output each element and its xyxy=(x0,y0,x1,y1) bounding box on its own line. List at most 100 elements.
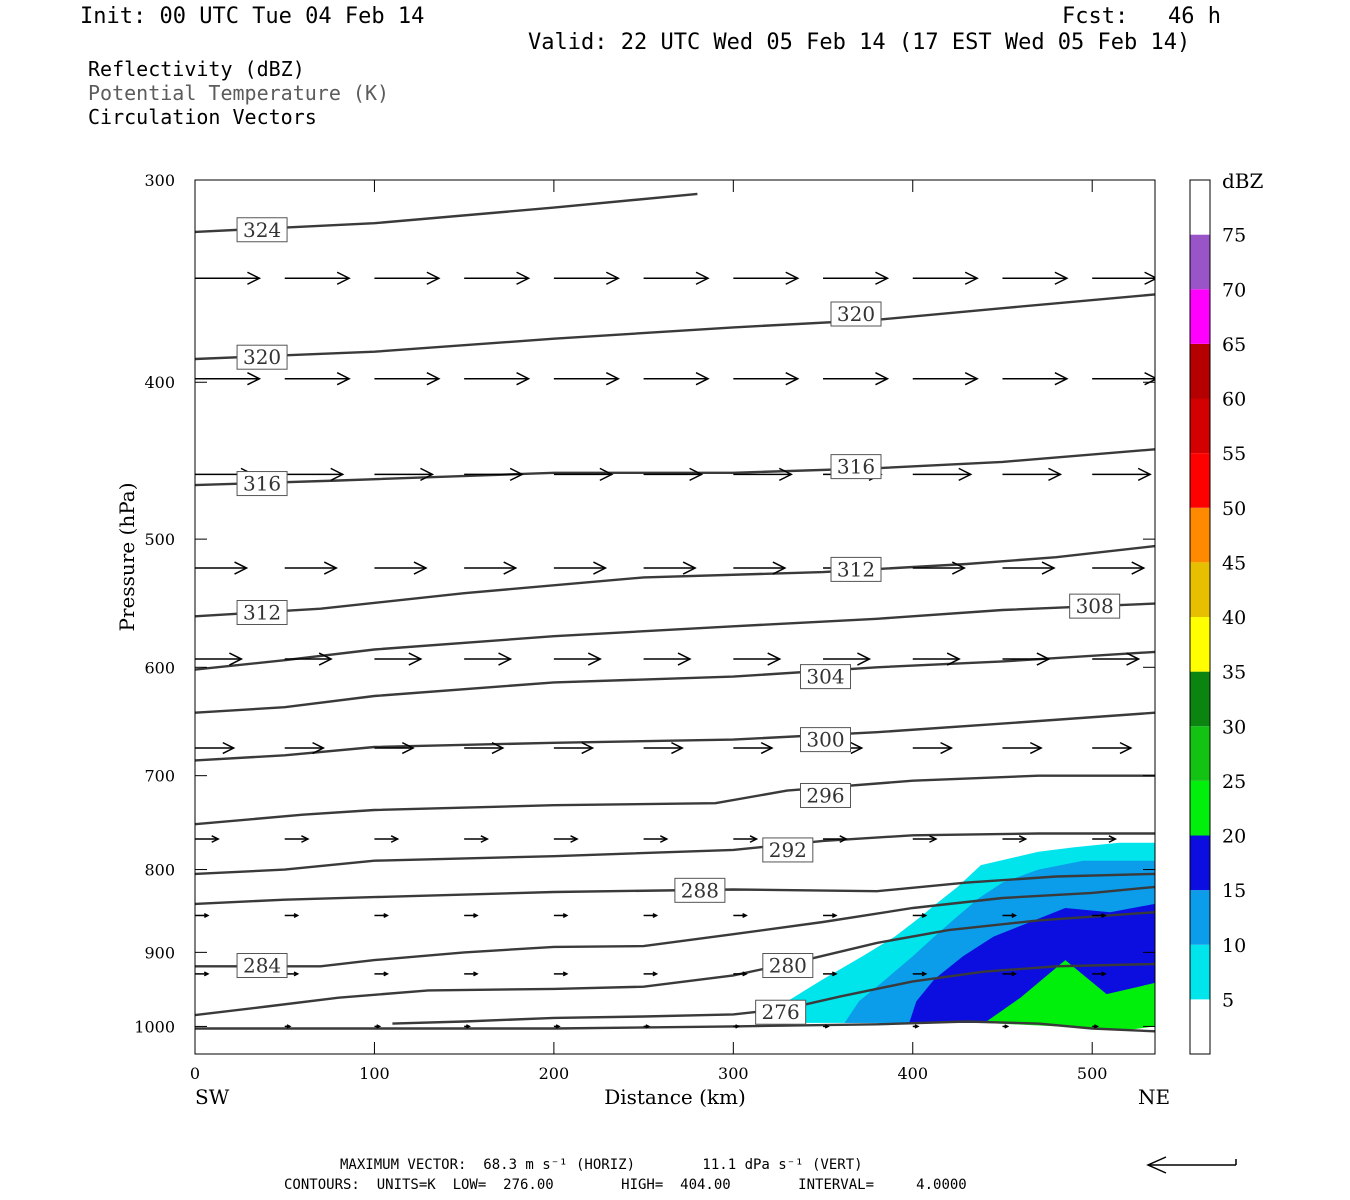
theta-contour-280 xyxy=(195,911,1155,1017)
circulation-vector xyxy=(643,835,669,843)
circulation-vector xyxy=(374,912,390,918)
circulation-vector xyxy=(284,652,333,666)
theta-label-box xyxy=(800,727,852,753)
vector-head xyxy=(875,271,890,285)
circulation-vector xyxy=(912,741,954,755)
vector-head xyxy=(286,1024,292,1029)
vector-head xyxy=(760,741,774,755)
vector-head xyxy=(1137,467,1152,482)
colorbar-segment xyxy=(1190,507,1210,563)
circulation-vector xyxy=(284,372,351,386)
plot-frame xyxy=(194,179,1156,1055)
circulation-vector xyxy=(1092,652,1141,666)
x-tick-label: 300 xyxy=(718,1064,749,1083)
theta-label-box xyxy=(762,953,814,979)
vector-head xyxy=(222,741,236,755)
vector-head xyxy=(336,372,351,386)
circulation-vector xyxy=(912,467,973,482)
vector-head xyxy=(1011,912,1018,918)
circulation-vector xyxy=(912,271,979,285)
colorbar-segment xyxy=(1190,890,1210,945)
theta-label-box xyxy=(830,454,882,480)
vector-head xyxy=(293,912,300,918)
circulation-vector xyxy=(1092,1024,1100,1029)
theta-label-box xyxy=(830,301,882,327)
circulation-vector xyxy=(195,835,220,843)
vector-head xyxy=(570,835,579,843)
theta-label: 320 xyxy=(837,302,875,326)
y-tick-label: 900 xyxy=(144,943,175,962)
circulation-vector xyxy=(195,561,249,575)
circulation-vector xyxy=(284,912,300,918)
vector-head xyxy=(491,741,505,755)
vector-head xyxy=(301,835,310,843)
y-tick-label: 400 xyxy=(144,373,175,392)
theta-label-box xyxy=(674,877,726,903)
circulation-vector xyxy=(1092,372,1155,386)
colorbar-segment xyxy=(1190,398,1210,454)
vector-head xyxy=(742,912,748,918)
circulation-vector xyxy=(284,467,345,482)
max-vector-info: MAXIMUM VECTOR: 68.3 m s⁻¹ (HORIZ) 11.1 … xyxy=(340,1157,863,1173)
colorbar-title: dBZ xyxy=(1222,169,1264,193)
colorbar-segment xyxy=(1190,726,1210,781)
circulation-vector xyxy=(1002,467,1063,482)
theta-label: 324 xyxy=(243,218,281,242)
theta-label: 312 xyxy=(837,557,875,581)
x-axis-label: Distance (km) xyxy=(604,1085,746,1109)
circulation-vector xyxy=(1092,271,1155,285)
circulation-vector xyxy=(374,467,435,482)
circulation-vector xyxy=(823,372,890,386)
theta-contour-284 xyxy=(195,885,1155,968)
vector-head xyxy=(1036,652,1051,666)
vector-head xyxy=(420,467,435,482)
circulation-vector xyxy=(823,912,838,918)
vector-head xyxy=(749,835,759,843)
init-time: Init: 00 UTC Tue 04 Feb 14 xyxy=(80,4,425,29)
vector-head xyxy=(605,271,620,285)
vector-head xyxy=(312,741,326,755)
vector-head xyxy=(562,912,569,918)
circulation-vector xyxy=(1092,971,1107,977)
vector-head xyxy=(1029,741,1043,755)
circulation-vector xyxy=(553,467,614,482)
circulation-vector xyxy=(1002,1024,1010,1029)
theta-contour-300 xyxy=(195,711,1155,762)
theta-label-box xyxy=(800,782,852,808)
field-theta-label: Potential Temperature (K) xyxy=(88,81,390,105)
vector-head xyxy=(509,467,524,482)
circulation-vector xyxy=(553,561,608,575)
vector-head xyxy=(921,912,928,918)
theta-label: 284 xyxy=(243,954,281,978)
x-tick-label: 500 xyxy=(1077,1064,1108,1083)
colorbar-segment xyxy=(1190,999,1210,1054)
vector-head xyxy=(401,741,415,755)
field-vectors-label: Circulation Vectors xyxy=(88,105,317,129)
x-tick-label: 100 xyxy=(359,1064,390,1083)
vector-head xyxy=(587,652,602,666)
vector-head xyxy=(671,741,684,755)
theta-contour-320 xyxy=(195,293,1155,361)
colorbar-tick-label: 50 xyxy=(1222,498,1246,520)
circulation-vector xyxy=(284,271,351,285)
reference-vector-head xyxy=(1146,1156,1167,1174)
vector-head xyxy=(1048,467,1063,482)
colorbar-segment xyxy=(1190,234,1210,290)
circulation-vector xyxy=(912,561,966,575)
circulation-vector xyxy=(1002,271,1069,285)
vector-head xyxy=(330,467,345,482)
circulation-vector xyxy=(1002,652,1051,666)
colorbar-tick-label: 10 xyxy=(1222,935,1246,957)
circulation-vector xyxy=(643,271,710,285)
vector-head xyxy=(695,271,710,285)
circulation-vector xyxy=(643,561,697,575)
circulation-vector xyxy=(1002,912,1018,918)
vector-head xyxy=(695,372,710,386)
vector-head xyxy=(1101,971,1107,977)
theta-label: 288 xyxy=(681,878,719,902)
vector-head xyxy=(958,467,973,482)
y-tick-label: 700 xyxy=(144,767,175,786)
vector-head xyxy=(203,912,210,918)
theta-label-box xyxy=(236,217,288,243)
field-reflectivity-label: Reflectivity (dBZ) xyxy=(88,57,305,81)
